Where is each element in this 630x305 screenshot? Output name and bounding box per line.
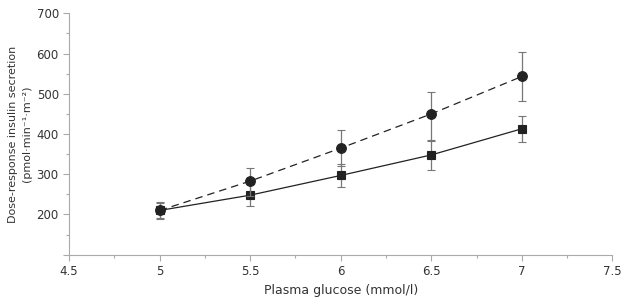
X-axis label: Plasma glucose (mmol/l): Plasma glucose (mmol/l)	[263, 284, 418, 297]
Y-axis label: Dose-response insulin secretion
(pmol·min⁻¹·m⁻²): Dose-response insulin secretion (pmol·mi…	[8, 45, 32, 223]
